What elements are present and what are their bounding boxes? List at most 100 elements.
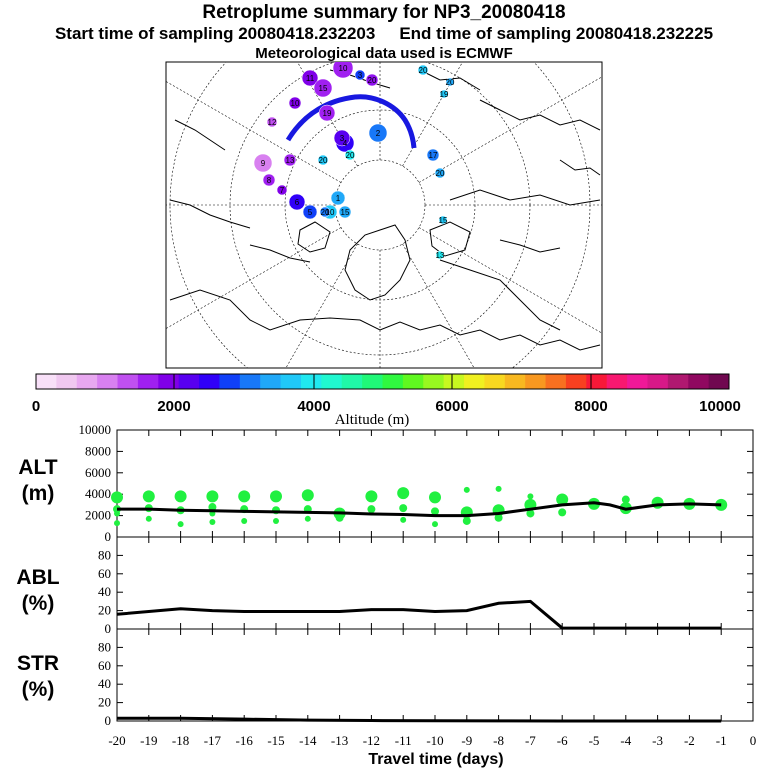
cluster-marker bbox=[319, 206, 331, 218]
colorbar-swatch bbox=[260, 374, 282, 389]
colorbar-tick: 6000 bbox=[435, 398, 468, 415]
colorbar-swatch bbox=[219, 374, 241, 389]
cluster-point bbox=[397, 487, 410, 500]
cluster-number: 13 bbox=[436, 251, 445, 260]
y-tick-label: 40 bbox=[98, 676, 111, 691]
cluster-marker bbox=[333, 129, 351, 147]
chart-title: Retroplume summary for NP3_20080418 bbox=[202, 2, 566, 23]
cluster-number: 20 bbox=[446, 78, 455, 87]
cluster-marker bbox=[445, 77, 455, 87]
panel-label-alt: ALT bbox=[18, 456, 57, 479]
colorbar-swatch bbox=[667, 374, 689, 389]
coastline-path bbox=[429, 221, 471, 257]
x-tick-label: -12 bbox=[363, 733, 380, 748]
colorbar-tick: 2000 bbox=[157, 398, 190, 415]
cluster-marker bbox=[276, 184, 288, 196]
colorbar-swatch bbox=[565, 374, 587, 389]
cluster-point bbox=[206, 490, 219, 503]
colorbar-swatch bbox=[382, 374, 404, 389]
x-tick-label: -6 bbox=[557, 733, 568, 748]
cluster-number: 9 bbox=[261, 159, 266, 168]
y-tick-label: 0 bbox=[105, 529, 112, 544]
panel-label-abl: ABL bbox=[16, 566, 59, 589]
cluster-point bbox=[273, 517, 279, 524]
coastline-path bbox=[249, 244, 311, 263]
y-tick-label: 0 bbox=[105, 621, 112, 636]
panel-frame bbox=[116, 536, 754, 630]
x-tick-label: -4 bbox=[620, 733, 631, 748]
y-tick-label: 10000 bbox=[79, 422, 112, 437]
colorbar-swatch bbox=[158, 374, 180, 389]
end-time-label: End time of sampling 20080418.232225 bbox=[399, 24, 714, 43]
cluster-marker bbox=[435, 250, 445, 260]
cluster-number: 17 bbox=[429, 151, 438, 160]
str-line bbox=[117, 716, 722, 723]
cluster-number: 15 bbox=[341, 208, 350, 217]
colorbar-border bbox=[35, 373, 730, 390]
cluster-marker bbox=[417, 64, 429, 76]
cluster-number: 6 bbox=[295, 198, 300, 207]
colorbar-swatch bbox=[178, 374, 200, 389]
cluster-point bbox=[335, 513, 344, 522]
x-tick-label: -11 bbox=[395, 733, 412, 748]
x-tick-label: -3 bbox=[652, 733, 663, 748]
cluster-number: 20 bbox=[346, 151, 355, 160]
cluster-number: 20 bbox=[319, 156, 328, 165]
cluster-marker bbox=[332, 62, 354, 79]
meridian-line bbox=[418, 227, 602, 334]
map-graticule bbox=[166, 62, 602, 368]
colorbar-swatch bbox=[545, 374, 567, 389]
cluster-point bbox=[494, 513, 503, 522]
x-tick-label: -19 bbox=[140, 733, 157, 748]
altitude-colorbar bbox=[35, 373, 730, 390]
timeseries-panels: 0 2000 4000 6000 8000 10000 0 20 40 60 80 0 20 40 60 80… bbox=[79, 422, 757, 748]
cluster-point bbox=[399, 504, 408, 513]
cluster-marker bbox=[354, 69, 366, 81]
y-tick-label: 40 bbox=[98, 584, 111, 599]
cluster-number: 20 bbox=[321, 208, 330, 217]
plume-trajectory bbox=[285, 94, 417, 149]
x-axis-label: Travel time (days) bbox=[368, 751, 503, 768]
x-tick-label: -2 bbox=[684, 733, 695, 748]
cluster-point bbox=[400, 516, 407, 523]
cluster-point bbox=[241, 517, 248, 524]
cluster-point bbox=[432, 521, 438, 528]
colorbar-tick: 8000 bbox=[574, 398, 607, 415]
cluster-number: 10 bbox=[326, 208, 335, 217]
colorbar-swatch bbox=[504, 374, 526, 389]
cluster-point bbox=[142, 490, 155, 503]
cluster-number: 13 bbox=[286, 156, 295, 165]
cluster-number: 20 bbox=[419, 66, 428, 75]
cluster-marker bbox=[253, 153, 273, 173]
colorbar-swatch bbox=[443, 374, 465, 389]
meridian-line bbox=[166, 227, 342, 329]
cluster-number: 2 bbox=[376, 129, 381, 138]
cluster-point bbox=[208, 503, 217, 512]
x-tick-label: -8 bbox=[493, 733, 504, 748]
y-tick-label: 0 bbox=[105, 713, 112, 728]
coastline-path bbox=[479, 99, 601, 131]
colorbar-tick-labels: 0 2000 4000 6000 8000 10000 bbox=[32, 398, 741, 415]
colorbar-swatch bbox=[321, 374, 343, 389]
cluster-marker bbox=[283, 153, 297, 167]
colorbar-swatch bbox=[137, 374, 159, 389]
cluster-marker bbox=[344, 149, 356, 161]
cluster-point bbox=[365, 490, 378, 503]
cluster-marker bbox=[262, 173, 276, 187]
x-tick-label: -9 bbox=[461, 733, 472, 748]
colorbar-swatch bbox=[199, 374, 220, 389]
meridian-line bbox=[418, 76, 602, 183]
cluster-marker bbox=[368, 123, 388, 143]
y-tick-label: 80 bbox=[98, 547, 111, 562]
colorbar-swatch bbox=[117, 374, 139, 389]
y-tick-label: 60 bbox=[98, 566, 111, 581]
cluster-number: 20 bbox=[436, 169, 445, 178]
cluster-point bbox=[111, 491, 123, 504]
cluster-number: 12 bbox=[268, 118, 277, 127]
map-frame bbox=[165, 61, 603, 369]
colorbar-swatch bbox=[76, 374, 98, 389]
cluster-point bbox=[495, 485, 502, 492]
colorbar-tick: 10000 bbox=[699, 398, 741, 415]
